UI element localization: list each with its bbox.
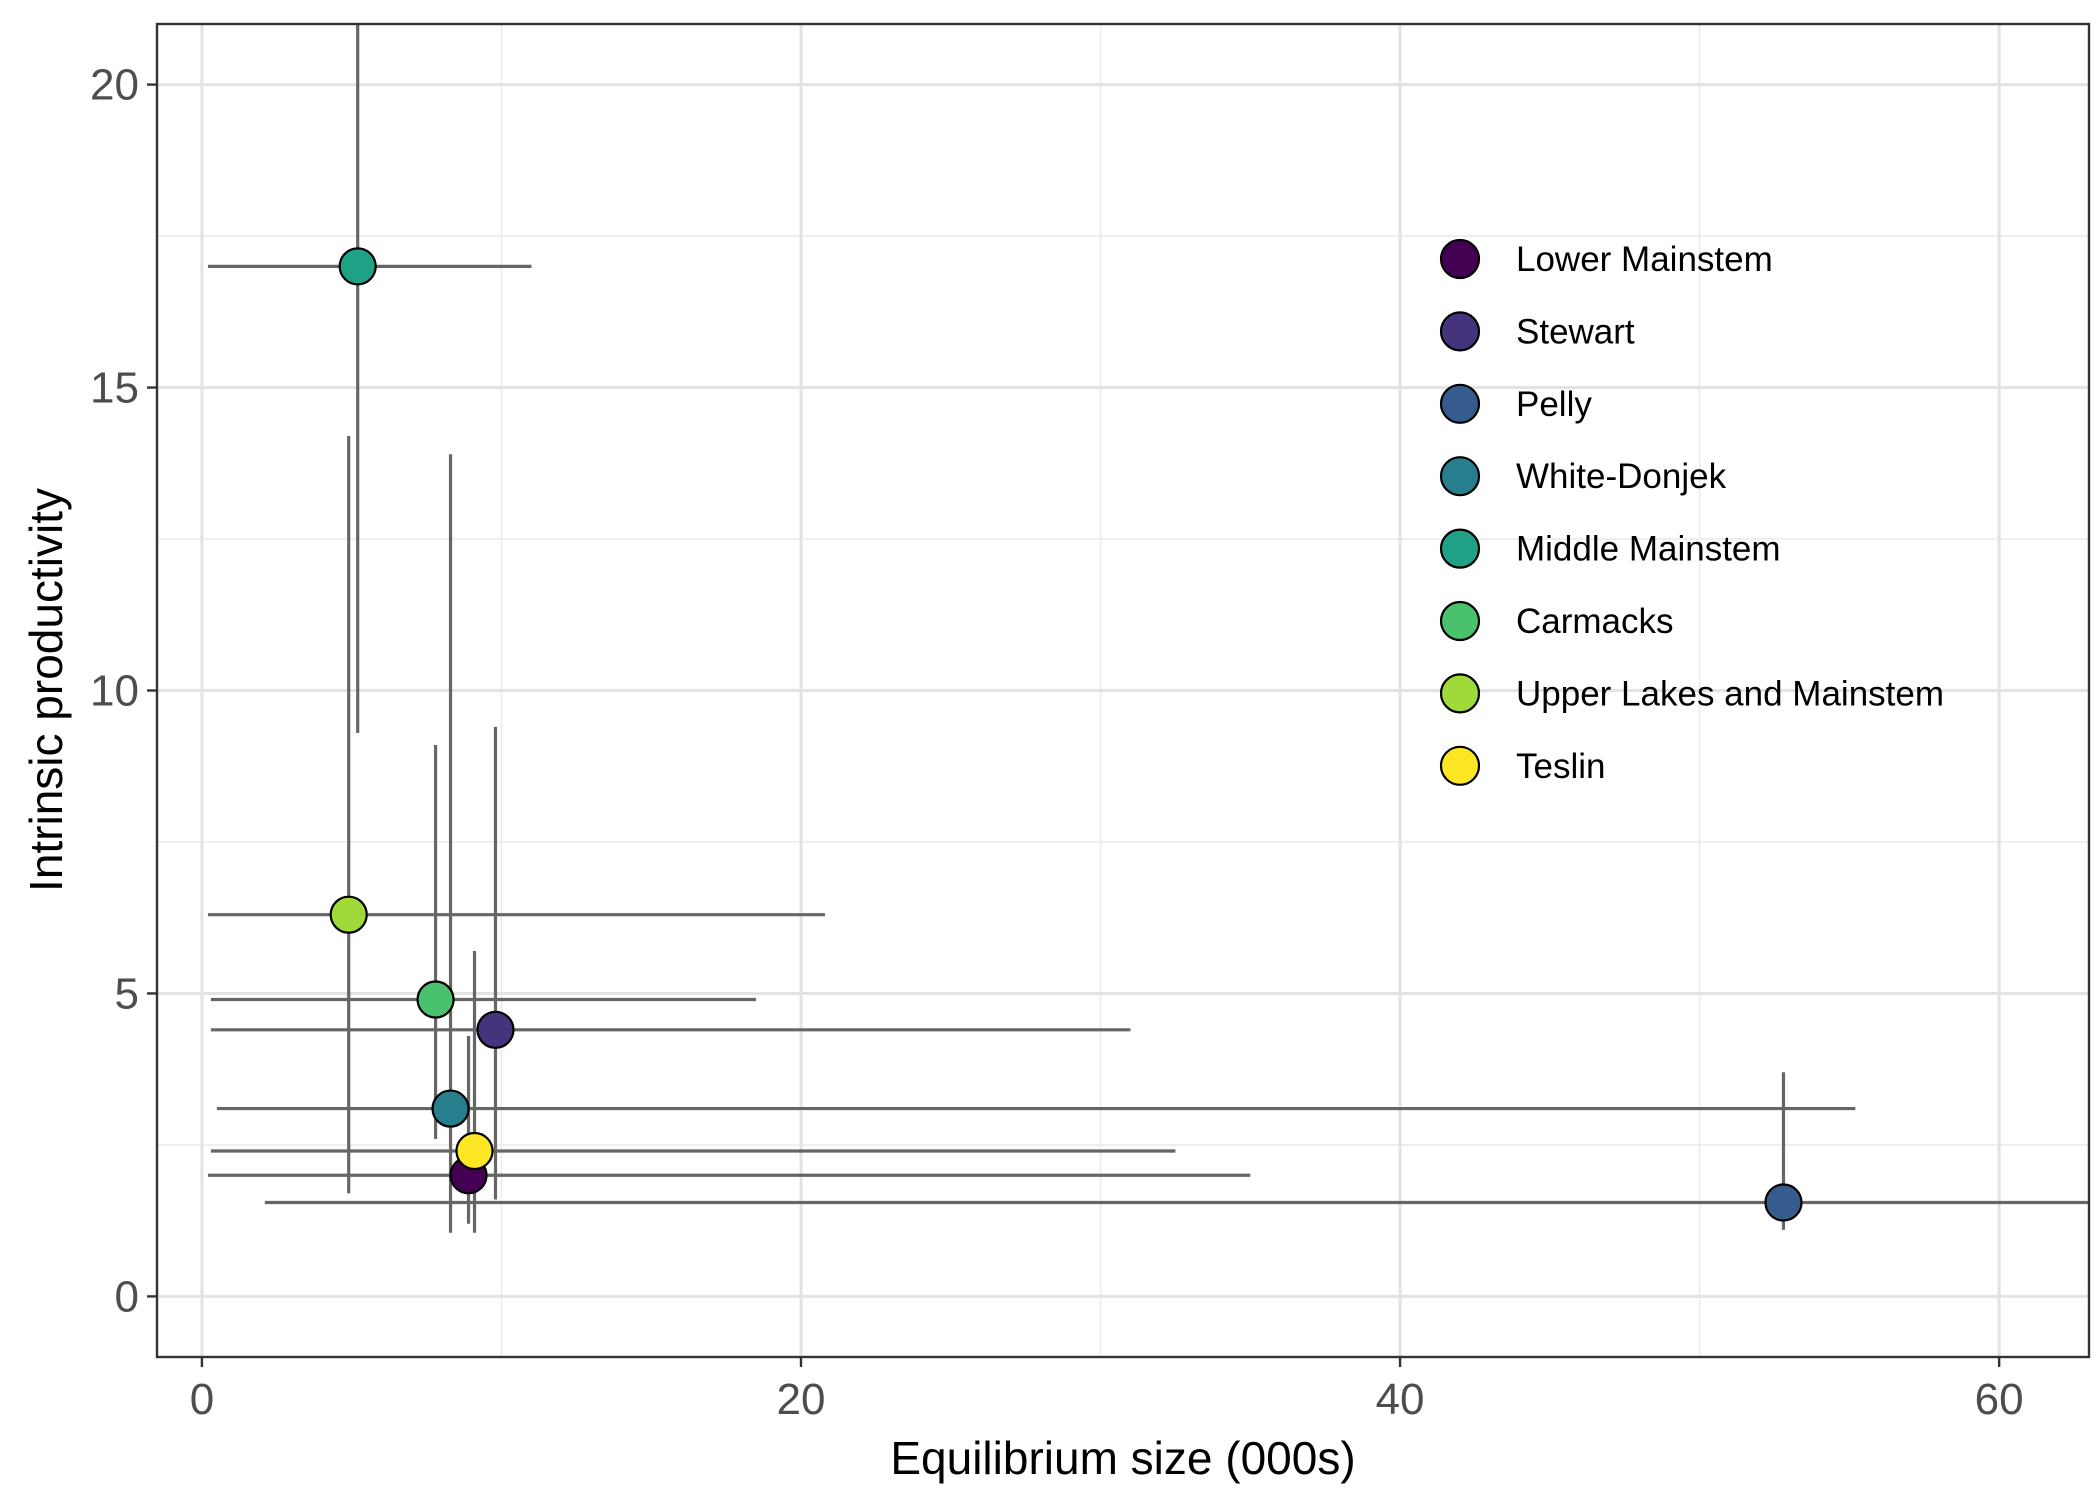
y-tick-label: 0 [115,1272,139,1321]
data-point [329,895,368,934]
legend-label: Stewart [1516,312,1635,351]
legend-key [1439,456,1481,497]
legend-key [1439,745,1481,786]
x-tick-label: 20 [777,1375,826,1424]
x-tick-label: 60 [1975,1375,2024,1424]
y-tick-label: 15 [90,364,139,413]
legend: Lower Mainstem Stewart Pelly White-Donjek Mi… [1439,238,1944,786]
data-point [338,247,377,286]
y-tick-label: 20 [90,61,139,110]
legend-label: White-Donjek [1516,457,1727,496]
x-tick-label: 40 [1376,1375,1425,1424]
legend-label: Pelly [1516,385,1592,424]
legend-label: Teslin [1516,747,1605,786]
legend-label: Middle Mainstem [1516,530,1781,569]
legend-label: Upper Lakes and Mainstem [1516,674,1944,713]
legend-key [1439,673,1481,714]
y-axis: 0 5 10 15 20 [90,61,157,1321]
data-point [476,1010,515,1049]
x-axis: 0 20 40 60 [190,1357,2024,1424]
data-point [416,980,455,1019]
legend-key [1439,383,1481,424]
data-point [455,1131,494,1171]
points [329,247,1803,1222]
grid-major [157,24,2089,1357]
legend-key [1439,311,1481,352]
legend-key [1439,238,1481,280]
x-tick-label: 0 [190,1375,214,1424]
error-bars [207,24,2089,1233]
legend-key [1439,528,1481,569]
y-tick-label: 5 [115,969,139,1018]
x-axis-title: Equilibrium size (000s) [890,1432,1355,1484]
legend-key [1439,600,1481,642]
y-axis-title: Intrinsic productivity [20,488,72,892]
legend-label: Carmacks [1516,602,1674,641]
legend-label: Lower Mainstem [1516,240,1773,279]
data-point [1764,1183,1803,1222]
y-tick-label: 10 [90,667,139,716]
data-point [431,1089,470,1128]
